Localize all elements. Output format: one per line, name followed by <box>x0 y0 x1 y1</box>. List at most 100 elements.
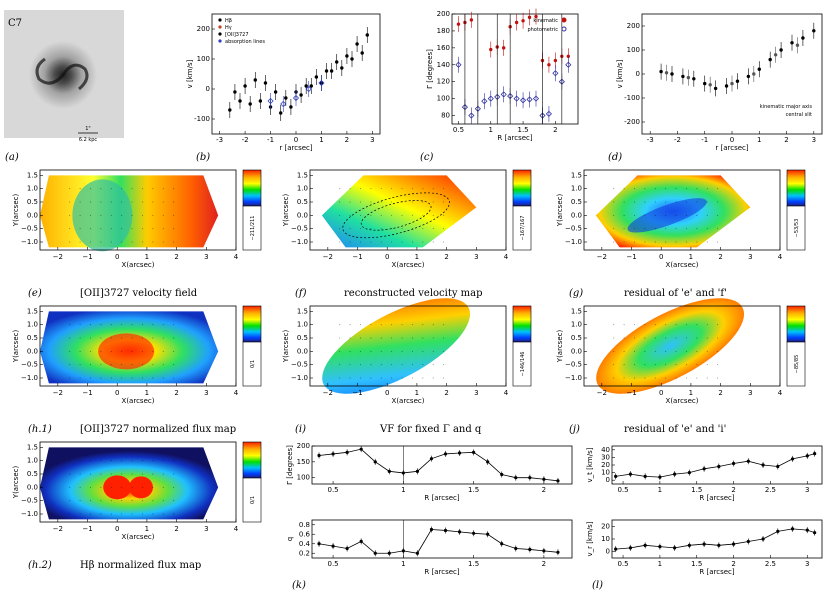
sample-dot <box>411 201 413 203</box>
data-point <box>566 54 571 59</box>
sample-dot <box>162 214 164 216</box>
sample-dot <box>675 324 677 326</box>
y-tick-label: −0.5 <box>565 225 582 233</box>
sample-dot <box>613 324 615 326</box>
sample-dot <box>685 324 687 326</box>
sample-dot <box>411 241 413 243</box>
sample-dot <box>696 377 698 379</box>
data-point <box>457 451 462 455</box>
map-frame <box>583 169 781 251</box>
sample-dot <box>349 188 351 190</box>
sample-dot <box>173 201 175 203</box>
y-tick-label: −1.0 <box>565 238 582 246</box>
x-tick-label: -2 <box>242 136 249 144</box>
sample-dot <box>613 228 615 230</box>
x-tick-label: 3 <box>204 253 208 261</box>
sample-dot <box>121 364 123 366</box>
data-point-diamond <box>532 95 540 102</box>
data-point-diamond <box>267 97 274 105</box>
data-point <box>658 545 662 549</box>
sample-dot <box>717 364 719 366</box>
x-axis-label: X(arcsec) <box>122 397 155 405</box>
map-g: −2 −1 0 1 2 3 4 1.5 1.0 0.5 0.0 −0.5 −1.0 X(arcsec) Y(… <box>556 169 806 269</box>
y-tick-label: 1.0 <box>571 185 582 193</box>
data-point <box>534 14 538 19</box>
sample-dot <box>401 377 403 379</box>
sample-dot <box>173 500 175 502</box>
map-j: −2 −1 0 1 2 3 4 1.5 1.0 0.5 0.0 −0.5 −1.0 X(arcsec) Y(… <box>556 298 806 405</box>
x-tick-label: 0 <box>294 136 298 144</box>
sample-dot <box>69 473 71 475</box>
photo-label: C7 <box>8 18 22 29</box>
x-tick-label: 2 <box>784 136 788 144</box>
x-tick-label: 0.5 <box>453 126 464 134</box>
sample-dot <box>432 337 434 339</box>
data-point <box>317 542 321 546</box>
sample-dot <box>131 486 133 488</box>
label-j: (j) <box>569 424 580 435</box>
residual-feature <box>627 198 707 233</box>
sample-dot <box>359 214 361 216</box>
sample-dot <box>100 241 102 243</box>
label-e: (e) <box>28 288 42 299</box>
sample-dot <box>141 500 143 502</box>
sample-dot <box>644 337 646 339</box>
sample-dot <box>633 188 635 190</box>
sample-dot <box>644 241 646 243</box>
data-point <box>365 33 369 37</box>
y-tick-label: 1.0 <box>571 321 582 329</box>
colorbar-label-box <box>242 477 262 523</box>
x-tick-label: 1.5 <box>468 486 479 494</box>
velocity-flux-maps: −2 −1 0 1 2 3 4 1.5 1.0 0.5 0.0 −0.5 −1.0 X(arcsec) Y(… <box>12 169 806 541</box>
sample-dot <box>370 350 372 352</box>
label-h2: (h.2) <box>28 560 52 571</box>
data-point <box>790 41 794 45</box>
x-tick-label: −2 <box>53 389 63 397</box>
sample-dot <box>717 241 719 243</box>
sample-dot <box>79 228 81 230</box>
map-frame <box>39 169 237 251</box>
sample-dot <box>100 513 102 515</box>
colorbar-range: −167/167 <box>520 216 526 241</box>
y-tick-label: 0.0 <box>27 211 38 219</box>
sample-dot <box>110 214 112 216</box>
x-axis-label: X(arcsec) <box>122 261 155 269</box>
sample-dot <box>717 350 719 352</box>
data-point <box>345 546 349 551</box>
sample-dot <box>675 188 677 190</box>
sample-dot <box>696 188 698 190</box>
colorbar-label-box <box>512 341 532 387</box>
sample-dot <box>173 460 175 462</box>
y-tick-label: 0.0 <box>27 483 38 491</box>
x-axis-label: X(arcsec) <box>392 261 425 269</box>
sample-dot <box>141 350 143 352</box>
sample-dot <box>706 350 708 352</box>
sample-dot <box>370 337 372 339</box>
sample-dot <box>675 241 677 243</box>
colorbar-label-box <box>786 205 806 251</box>
sample-dot <box>152 500 154 502</box>
map-frame <box>39 441 237 523</box>
sample-dot <box>79 473 81 475</box>
sample-dot <box>432 241 434 243</box>
y-tick-label: -100 <box>624 94 640 102</box>
sample-dot <box>131 460 133 462</box>
x-axis-label: R [arcsec] <box>424 568 459 576</box>
sample-dot <box>696 214 698 216</box>
sample-dot <box>339 324 341 326</box>
data-point <box>746 539 750 544</box>
sample-dot <box>79 377 81 379</box>
y-tick-label: 0.6 <box>299 530 311 538</box>
sample-dot <box>152 486 154 488</box>
data-point <box>527 15 532 20</box>
sample-dot <box>370 201 372 203</box>
x-tick-label: 4 <box>778 253 783 261</box>
sample-dot <box>370 214 372 216</box>
data-point <box>547 63 551 67</box>
sample-dot <box>110 337 112 339</box>
data-point <box>776 529 780 534</box>
x-tick-label: 1 <box>401 560 405 568</box>
data-point <box>489 47 493 52</box>
sample-dot <box>665 324 667 326</box>
y-tick-label: 0 <box>606 476 610 484</box>
